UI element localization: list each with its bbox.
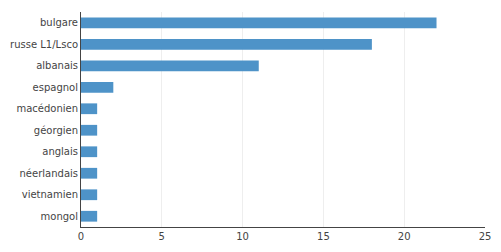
- svg-text:5: 5: [159, 231, 165, 242]
- svg-text:15: 15: [317, 231, 330, 242]
- svg-text:géorgien: géorgien: [34, 125, 78, 136]
- svg-text:albanais: albanais: [36, 60, 78, 71]
- svg-text:macédonien: macédonien: [16, 103, 78, 114]
- svg-text:20: 20: [398, 231, 411, 242]
- svg-text:bulgare: bulgare: [40, 17, 78, 28]
- svg-text:0: 0: [78, 231, 84, 242]
- svg-text:10: 10: [236, 231, 249, 242]
- svg-text:espagnol: espagnol: [33, 82, 78, 93]
- svg-text:vietnamien: vietnamien: [22, 189, 78, 200]
- svg-text:25: 25: [479, 231, 492, 242]
- svg-text:mongol: mongol: [41, 211, 78, 222]
- svg-text:anglais: anglais: [42, 146, 78, 157]
- svg-text:néerlandais: néerlandais: [20, 168, 78, 179]
- svg-text:russe L1/Lsco: russe L1/Lsco: [10, 39, 78, 50]
